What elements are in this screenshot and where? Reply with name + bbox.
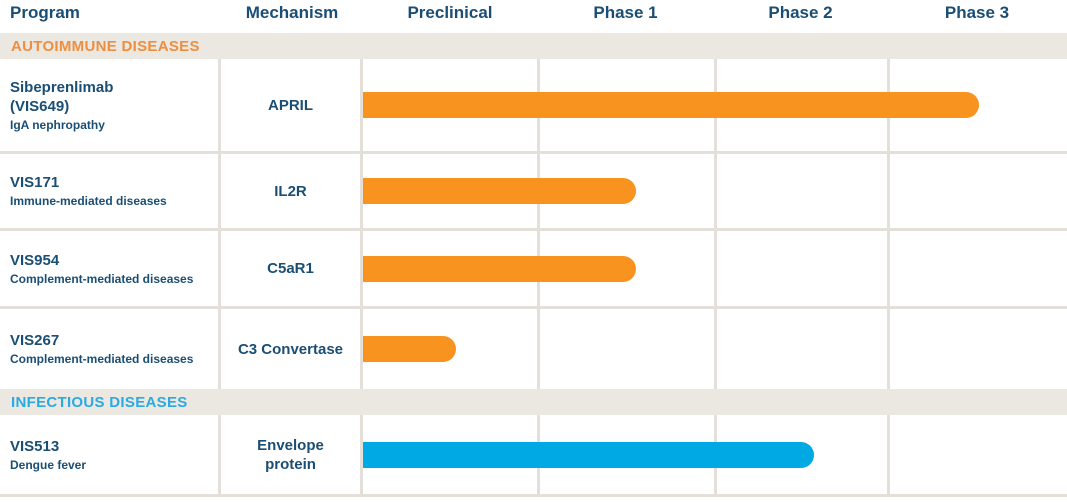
section-title-autoimmune: AUTOIMMUNE DISEASES xyxy=(11,37,200,55)
mechanism-cell: Envelope protein xyxy=(221,415,363,494)
grid-line xyxy=(714,231,717,306)
section-band-autoimmune: AUTOIMMUNE DISEASES xyxy=(0,33,1067,59)
mechanism-label: APRIL xyxy=(268,96,313,114)
program-cell: VIS171 Immune-mediated diseases xyxy=(0,154,221,228)
program-name: VIS171 xyxy=(10,174,60,191)
progress-bar xyxy=(363,336,456,362)
program-name: Sibeprenlimab (VIS649) xyxy=(10,78,114,115)
column-header-phase3: Phase 3 xyxy=(944,3,1010,22)
program-indication: Dengue fever xyxy=(10,457,87,472)
phase-track xyxy=(363,231,1067,306)
program-row-vis267: VIS267 Complement-mediated diseases C3 C… xyxy=(0,309,1067,389)
mechanism-cell: C3 Convertase xyxy=(221,309,363,389)
mechanism-label: IL2R xyxy=(274,182,307,200)
program-name: VIS513 xyxy=(10,437,60,455)
mechanism-label: C5aR1 xyxy=(267,260,314,277)
phase-track xyxy=(363,415,1067,494)
grid-line xyxy=(887,154,890,228)
column-header-program: Program xyxy=(10,3,80,22)
column-headers: Program Mechanism Preclinical Phase 1 Ph… xyxy=(0,0,1067,33)
progress-bar xyxy=(363,255,636,282)
column-header-mechanism: Mechanism xyxy=(245,3,339,22)
mechanism-cell: IL2R xyxy=(221,154,363,228)
progress-bar xyxy=(363,178,636,204)
grid-line xyxy=(714,154,717,228)
program-cell: VIS513 Dengue fever xyxy=(0,415,221,494)
mechanism-cell: APRIL xyxy=(221,59,363,151)
grid-line xyxy=(537,309,540,389)
program-row-vis171: VIS171 Immune-mediated diseases IL2R xyxy=(0,154,1067,231)
phase-track xyxy=(363,309,1067,389)
program-row-vis954: VIS954 Complement-mediated diseases C5aR… xyxy=(0,231,1067,309)
program-indication: IgA nephropathy xyxy=(10,117,105,132)
grid-line xyxy=(714,309,717,389)
program-indication: Complement-mediated diseases xyxy=(10,271,194,286)
phase-track xyxy=(363,154,1067,228)
column-header-preclinical: Preclinical xyxy=(407,3,493,22)
program-indication: Complement-mediated diseases xyxy=(10,352,194,366)
program-row-sibeprenlimab: Sibeprenlimab (VIS649) IgA nephropathy A… xyxy=(0,59,1067,154)
grid-line xyxy=(887,415,890,494)
program-name: VIS267 xyxy=(10,332,60,349)
program-indication: Immune-mediated diseases xyxy=(10,194,167,208)
section-title-infectious: INFECTIOUS DISEASES xyxy=(11,393,188,411)
column-header-phase1: Phase 1 xyxy=(593,3,658,22)
mechanism-label: C3 Convertase xyxy=(237,340,344,358)
grid-line xyxy=(887,231,890,306)
phase-track xyxy=(363,59,1067,151)
progress-bar xyxy=(363,441,814,468)
progress-bar xyxy=(363,92,979,118)
mechanism-cell: C5aR1 xyxy=(221,231,363,306)
program-cell: VIS267 Complement-mediated diseases xyxy=(0,309,221,389)
mechanism-label: Envelope protein xyxy=(257,436,324,473)
section-band-infectious: INFECTIOUS DISEASES xyxy=(0,389,1067,415)
program-cell: VIS954 Complement-mediated diseases xyxy=(0,231,221,306)
program-name: VIS954 xyxy=(10,251,60,269)
grid-line xyxy=(887,309,890,389)
program-row-vis513: VIS513 Dengue fever Envelope protein xyxy=(0,415,1067,497)
column-header-phase2: Phase 2 xyxy=(768,3,833,22)
program-cell: Sibeprenlimab (VIS649) IgA nephropathy xyxy=(0,59,221,151)
